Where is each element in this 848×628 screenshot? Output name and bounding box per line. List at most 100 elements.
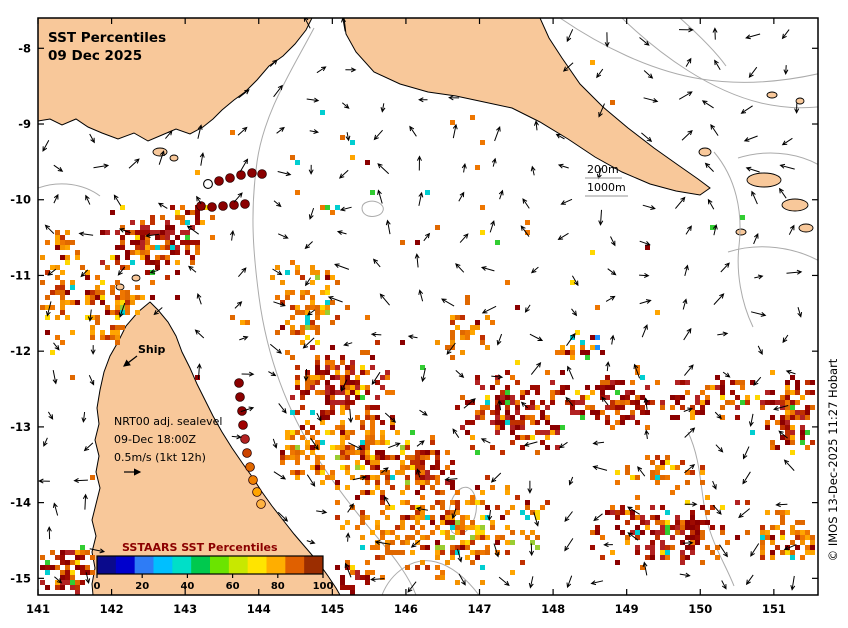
current-arrow — [490, 472, 502, 483]
sst-percentile-cell — [800, 520, 805, 525]
sst-percentile-cell — [615, 420, 620, 425]
current-arrow — [750, 311, 767, 317]
sst-percentile-cell — [160, 230, 165, 235]
sst-percentile-cell — [605, 510, 610, 515]
sst-percentile-cell — [570, 355, 575, 360]
sst-percentile-cell — [650, 470, 655, 475]
colorbar-tick-label: 80 — [271, 581, 285, 592]
sst-percentile-cell — [60, 555, 65, 560]
colorbar-segment — [228, 556, 249, 574]
sst-percentile-cell — [40, 255, 45, 260]
sst-percentile-cell — [320, 110, 325, 115]
sst-percentile-cell — [405, 475, 410, 480]
sst-percentile-cell — [450, 535, 455, 540]
sst-percentile-cell — [735, 415, 740, 420]
current-arrow — [566, 29, 574, 43]
sst-percentile-cell — [635, 395, 640, 400]
current-arrow — [757, 345, 763, 356]
sst-percentile-cell — [125, 250, 130, 255]
sst-percentile-cell — [640, 410, 645, 415]
current-arrow — [639, 299, 652, 305]
sst-percentile-cell — [290, 260, 295, 265]
ship-track-east-dot — [235, 392, 245, 402]
sst-percentile-cell — [605, 395, 610, 400]
sst-percentile-cell — [295, 470, 300, 475]
sst-percentile-cell — [315, 275, 320, 280]
y-tick-label: -9 — [18, 117, 31, 131]
sst-percentile-cell — [505, 550, 510, 555]
sst-percentile-cell — [440, 570, 445, 575]
sst-percentile-cell — [465, 400, 470, 405]
sst-percentile-cell — [505, 510, 510, 515]
sst-percentile-cell — [310, 265, 315, 270]
sst-percentile-cell — [435, 555, 440, 560]
sst-percentile-cell — [800, 530, 805, 535]
sst-percentile-cell — [295, 450, 300, 455]
current-arrow — [53, 342, 60, 351]
sst-percentile-cell — [705, 545, 710, 550]
sst-percentile-cell — [640, 565, 645, 570]
sst-percentile-cell — [630, 380, 635, 385]
x-tick-label: 151 — [762, 602, 786, 616]
sst-percentile-cell — [795, 410, 800, 415]
sst-percentile-cell — [680, 525, 685, 530]
sst-percentile-cell — [640, 515, 645, 520]
sst-percentile-cell — [365, 440, 370, 445]
sst-percentile-cell — [335, 445, 340, 450]
sst-percentile-cell — [635, 495, 640, 500]
sst-percentile-cell — [680, 520, 685, 525]
sst-percentile-cell — [625, 540, 630, 545]
sst-percentile-cell — [645, 425, 650, 430]
sst-percentile-cell — [55, 275, 60, 280]
sst-percentile-cell — [410, 465, 415, 470]
sst-percentile-cell — [415, 515, 420, 520]
sst-percentile-cell — [480, 205, 485, 210]
current-arrow — [416, 440, 425, 447]
sst-percentile-cell — [705, 400, 710, 405]
colorbar-segment — [210, 556, 230, 574]
sst-percentile-cell — [790, 375, 795, 380]
sst-percentile-cell — [295, 410, 300, 415]
sst-percentile-cell — [670, 490, 675, 495]
current-arrow — [480, 266, 495, 272]
current-arrow — [82, 493, 88, 510]
sst-percentile-cell — [790, 525, 795, 530]
sst-percentile-cell — [290, 435, 295, 440]
sst-percentile-cell — [620, 395, 625, 400]
sst-percentile-cell — [455, 520, 460, 525]
sst-percentile-cell — [420, 465, 425, 470]
current-arrow — [89, 133, 95, 144]
sst-percentile-cell — [685, 545, 690, 550]
sst-percentile-cell — [495, 420, 500, 425]
sst-percentile-cell — [65, 570, 70, 575]
sst-percentile-cell — [770, 400, 775, 405]
sst-percentile-cell — [465, 500, 470, 505]
sst-percentile-cell — [615, 410, 620, 415]
sst-percentile-cell — [315, 430, 320, 435]
sst-percentile-cell — [535, 385, 540, 390]
sst-percentile-cell — [55, 230, 60, 235]
sst-percentile-cell — [700, 520, 705, 525]
current-arrow — [685, 225, 692, 235]
sst-percentile-cell — [635, 535, 640, 540]
current-arrow — [370, 576, 385, 582]
sst-percentile-cell — [120, 310, 125, 315]
sst-percentile-cell — [345, 305, 350, 310]
sst-percentile-cell — [470, 540, 475, 545]
sst-percentile-cell — [655, 535, 660, 540]
sst-percentile-cell — [780, 515, 785, 520]
sst-percentile-cell — [765, 420, 770, 425]
sst-percentile-cell — [535, 535, 540, 540]
sst-percentile-cell — [80, 555, 85, 560]
sst-percentile-cell — [805, 415, 810, 420]
sst-percentile-cell — [655, 530, 660, 535]
sst-percentile-cell — [465, 295, 470, 300]
sst-percentile-cell — [475, 380, 480, 385]
sst-percentile-cell — [775, 525, 780, 530]
current-arrow — [370, 331, 382, 337]
sst-percentile-cell — [395, 470, 400, 475]
sst-percentile-cell — [470, 525, 475, 530]
sst-percentile-cell — [135, 250, 140, 255]
sst-percentile-cell — [345, 465, 350, 470]
sst-percentile-cell — [50, 350, 55, 355]
